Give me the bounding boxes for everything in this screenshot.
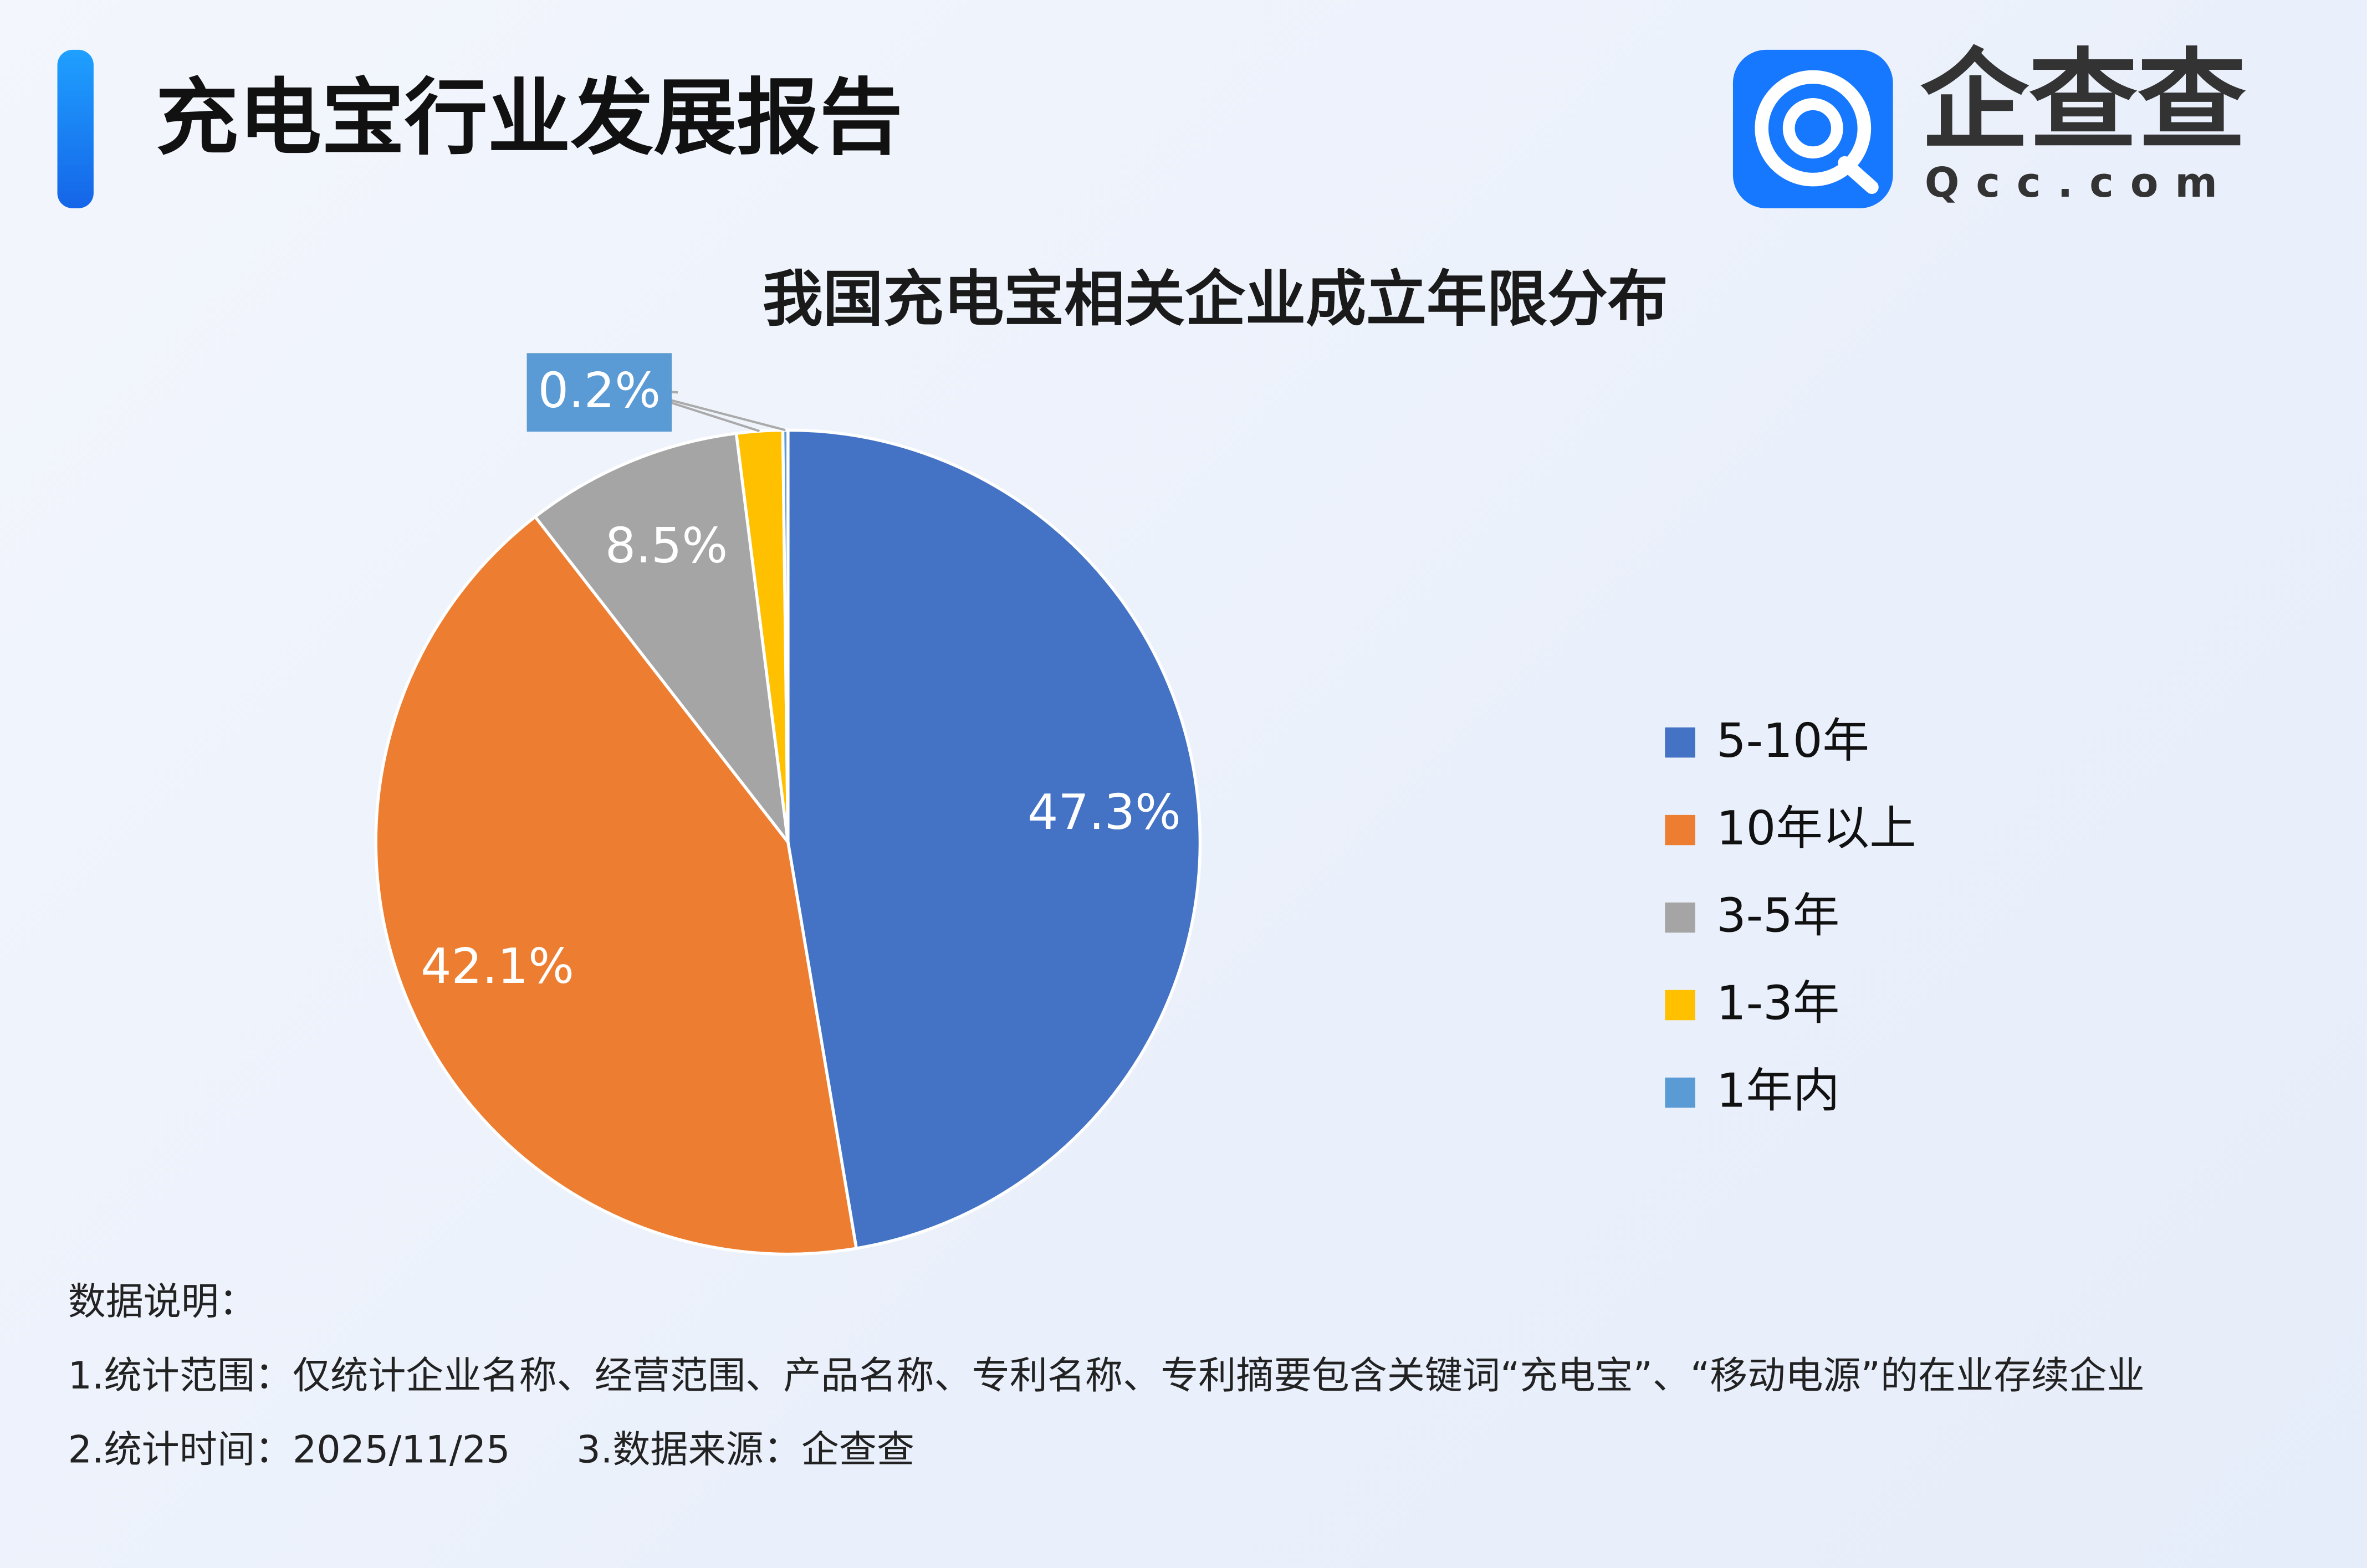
pie-slice	[786, 428, 1202, 1251]
chart-title: 我国充电宝相关企业成立年限分布	[763, 264, 1668, 334]
logo-url: Qcc.com	[1925, 160, 2234, 207]
legend-swatch	[1665, 727, 1695, 758]
logo-ring	[1755, 70, 1872, 187]
legend-label: 1年内	[1716, 1064, 1840, 1118]
header-accent	[57, 49, 94, 208]
data-label: 47.3%	[1027, 784, 1181, 841]
data-label: 8.5%	[605, 517, 728, 574]
note-row: 2.统计时间：2025/11/25 3.数据来源：企查查	[68, 1412, 2287, 1486]
label-box	[526, 353, 672, 432]
legend-swatch	[1665, 990, 1695, 1021]
note: 3.数据来源：企查查	[576, 1427, 915, 1472]
legend-swatch	[1665, 814, 1695, 846]
legend-swatch	[1665, 902, 1695, 933]
logo-tail	[1838, 156, 1879, 194]
logo-name: 企查查	[1920, 38, 2246, 165]
notes: 数据说明： 1.统计范围：仅统计企业名称、经营范围、产品名称、专利名称、专利摘要…	[68, 1265, 2287, 1487]
legend-label: 1-3年	[1716, 976, 1839, 1031]
logo-ring	[1782, 98, 1843, 158]
note: 2.统计时间：2025/11/25	[68, 1427, 510, 1472]
data-label: 0.2%	[538, 362, 661, 419]
legend-label: 10年以上	[1716, 801, 1916, 855]
header-title: 充电宝行业发展报告	[156, 70, 903, 166]
legend-label: 3-5年	[1716, 889, 1839, 943]
pie-slice	[533, 432, 790, 848]
legend-label: 5-10年	[1716, 714, 1869, 768]
notes-heading: 数据说明：	[68, 1279, 257, 1324]
note: 1.统计范围：仅统计企业名称、经营范围、产品名称、专利名称、专利摘要包含关键词“…	[68, 1354, 2145, 1398]
legend-swatch	[1665, 1077, 1695, 1108]
data-label: 42.1%	[421, 938, 574, 995]
pie-slice	[374, 514, 858, 1256]
